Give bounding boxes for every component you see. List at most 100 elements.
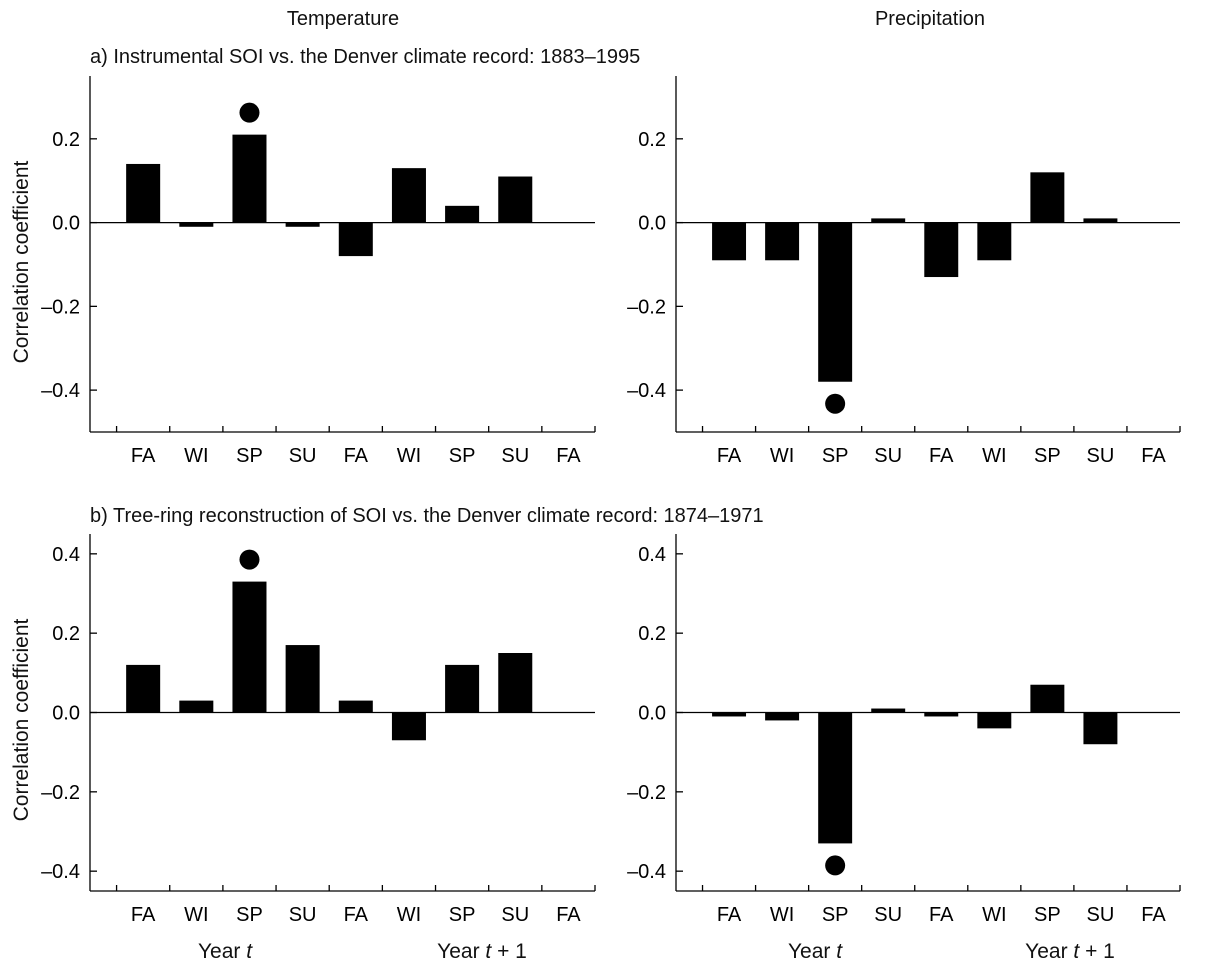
a-precipitation-bar-5 <box>924 222 959 278</box>
a-precipitation-y-tick-label: –0.4 <box>627 380 666 402</box>
b-precipitation-y-tick-label: 0.4 <box>638 544 666 566</box>
b-temperature-y-tick-label: 0.0 <box>52 703 80 725</box>
b-precipitation-x-tick-label: SU <box>1087 904 1115 926</box>
a-temperature-x-tick-label: FA <box>131 445 156 467</box>
a-temperature-y-tick-label: –0.4 <box>41 380 80 402</box>
b-temperature-x-tick-label: WI <box>184 904 208 926</box>
b-precipitation-x-tick-label: FA <box>929 904 954 926</box>
b-temperature-x-tick-label: FA <box>131 904 156 926</box>
b-precipitation-y-tick-label: –0.4 <box>627 861 666 883</box>
b-precipitation-x-tick-label: FA <box>717 904 742 926</box>
b-precipitation-x-tick-label: SP <box>1034 904 1061 926</box>
a-temperature-bar-7 <box>445 205 480 223</box>
year-t1-prefix: Year <box>437 940 486 963</box>
a-temperature-x-tick-label: WI <box>184 445 208 467</box>
b-precipitation-bar-3 <box>818 712 853 844</box>
b-precipitation-y-tick-label: 0.0 <box>638 703 666 725</box>
b-temperature-x-tick-label: FA <box>556 904 581 926</box>
year-t-prefix: Year <box>197 940 247 963</box>
b-temperature-bar-1 <box>126 664 161 713</box>
a-temperature-x-tick-label: SU <box>501 445 529 467</box>
b-temperature-x-tick-label: WI <box>397 904 421 926</box>
b-temperature-x-tick-label: SP <box>236 904 263 926</box>
a-temperature-bar-2 <box>179 222 214 227</box>
a-precipitation-significance-dot <box>825 393 846 414</box>
a-precipitation-bar-3 <box>818 222 853 382</box>
a-temperature-significance-dot <box>239 102 260 123</box>
b-precipitation-bar-1 <box>712 712 747 717</box>
b-precipitation-y-tick-label: 0.2 <box>638 623 666 645</box>
year-t-var: t <box>246 940 253 963</box>
b-temperature-bar-8 <box>498 653 533 713</box>
b-precipitation-x-tick-label: FA <box>1141 904 1166 926</box>
b-precipitation-bar-6 <box>977 712 1012 729</box>
year-t1-var: t <box>1073 940 1080 963</box>
a-temperature-bar-3 <box>232 134 267 223</box>
a-temperature-y-tick-label: –0.2 <box>41 296 80 318</box>
b-temperature-y-tick-label: –0.2 <box>41 782 80 804</box>
year-t1-suffix: + 1 <box>491 940 527 963</box>
b-precipitation-bar-5 <box>924 712 959 717</box>
a-precipitation-x-tick-label: SP <box>1034 445 1061 467</box>
a-precipitation-bar-7 <box>1030 172 1065 223</box>
b-precipitation-bar-2 <box>765 712 800 721</box>
b-temperature-y-tick-label: 0.2 <box>52 623 80 645</box>
a-precipitation-x-tick-label: SU <box>874 445 902 467</box>
year-t1-suffix: + 1 <box>1079 940 1115 963</box>
b-precipitation-x-tick-label: SU <box>874 904 902 926</box>
a-temperature-y-tick-label: 0.0 <box>52 213 80 235</box>
a-temperature-bar-8 <box>498 176 533 223</box>
b-precipitation-x-tick-label: WI <box>982 904 1006 926</box>
a-precipitation-y-tick-label: –0.2 <box>627 296 666 318</box>
a-precipitation-y-tick-label: 0.0 <box>638 213 666 235</box>
a-temperature-x-tick-label: WI <box>397 445 421 467</box>
a-temperature-bar-1 <box>126 163 161 223</box>
year-t1-label-left: Year t + 1 <box>437 940 527 964</box>
column-title-precipitation: Precipitation <box>874 8 986 30</box>
year-t1-prefix: Year <box>1025 940 1074 963</box>
panel-title-b: b) Tree-ring reconstruction of SOI vs. t… <box>90 505 764 527</box>
b-temperature-bar-3 <box>232 581 267 713</box>
a-precipitation-bar-8 <box>1083 218 1118 223</box>
year-t-prefix: Year <box>787 940 837 963</box>
year-t-label-right: Year t <box>788 940 842 964</box>
b-precipitation-bar-7 <box>1030 684 1065 713</box>
b-temperature-x-tick-label: SU <box>289 904 317 926</box>
a-temperature-x-tick-label: FA <box>344 445 369 467</box>
b-temperature-x-tick-label: SP <box>449 904 476 926</box>
b-precipitation-significance-dot <box>825 855 846 876</box>
a-precipitation-x-tick-label: SU <box>1087 445 1115 467</box>
b-temperature-x-tick-label: SU <box>501 904 529 926</box>
b-precipitation-x-tick-label: SP <box>822 904 849 926</box>
b-temperature-bar-6 <box>391 712 426 741</box>
b-precipitation-x-tick-label: WI <box>770 904 794 926</box>
year-t1-var: t <box>485 940 492 963</box>
a-precipitation-bar-2 <box>765 222 800 261</box>
a-precipitation-bar-6 <box>977 222 1012 261</box>
b-temperature-bar-4 <box>285 645 320 713</box>
a-temperature-bar-5 <box>338 222 373 257</box>
year-t1-label-right: Year t + 1 <box>1025 940 1115 964</box>
a-precipitation-x-tick-label: FA <box>1141 445 1166 467</box>
b-temperature-bar-2 <box>179 700 214 713</box>
b-temperature-bar-5 <box>338 700 373 713</box>
a-temperature-y-tick-label: 0.2 <box>52 129 80 151</box>
b-temperature-y-tick-label: 0.4 <box>52 544 80 566</box>
b-precipitation-bar-4 <box>871 708 906 713</box>
a-temperature-bar-4 <box>285 222 320 227</box>
a-temperature-x-tick-label: SP <box>449 445 476 467</box>
year-t-var: t <box>836 940 843 963</box>
b-temperature-x-tick-label: FA <box>344 904 369 926</box>
b-temperature-bar-7 <box>445 664 480 713</box>
a-temperature-x-tick-label: SP <box>236 445 263 467</box>
b-precipitation-y-tick-label: –0.2 <box>627 782 666 804</box>
a-precipitation-bar-4 <box>871 218 906 223</box>
a-precipitation-x-tick-label: SP <box>822 445 849 467</box>
b-temperature-significance-dot <box>239 549 260 570</box>
a-precipitation-x-tick-label: FA <box>929 445 954 467</box>
column-title-temperature: Temperature <box>286 8 400 30</box>
a-precipitation-x-tick-label: WI <box>982 445 1006 467</box>
b-temperature-y-tick-label: –0.4 <box>41 861 80 883</box>
